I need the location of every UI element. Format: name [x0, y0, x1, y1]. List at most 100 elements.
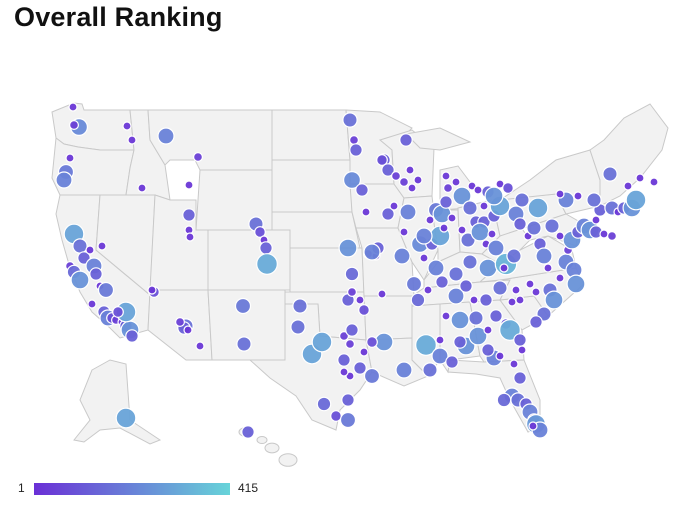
city-marker[interactable] [85, 245, 95, 255]
city-marker[interactable] [361, 207, 371, 217]
city-marker[interactable] [345, 339, 356, 350]
city-marker[interactable] [410, 292, 426, 308]
city-marker[interactable] [535, 247, 553, 265]
city-marker[interactable] [566, 274, 586, 294]
city-marker[interactable] [157, 127, 175, 145]
city-marker[interactable] [509, 359, 519, 369]
city-marker[interactable] [507, 297, 517, 307]
city-marker[interactable] [175, 317, 186, 328]
city-marker[interactable] [543, 263, 553, 273]
city-marker[interactable] [183, 325, 193, 335]
city-marker[interactable] [513, 371, 527, 385]
city-marker[interactable] [366, 336, 378, 348]
city-marker[interactable] [407, 183, 417, 193]
city-marker[interactable] [483, 325, 493, 335]
city-marker[interactable] [115, 407, 137, 429]
city-marker[interactable] [489, 309, 503, 323]
city-marker[interactable] [511, 285, 521, 295]
city-marker[interactable] [330, 410, 342, 422]
city-marker[interactable] [441, 311, 451, 321]
city-marker[interactable] [341, 393, 355, 407]
city-marker[interactable] [515, 295, 525, 305]
city-marker[interactable] [443, 183, 454, 194]
city-marker[interactable] [125, 329, 139, 343]
city-marker[interactable] [499, 263, 509, 273]
city-marker[interactable] [338, 238, 358, 258]
city-marker[interactable] [339, 367, 349, 377]
city-marker[interactable] [506, 248, 522, 264]
city-marker[interactable] [337, 353, 351, 367]
city-marker[interactable] [487, 229, 497, 239]
city-marker[interactable] [355, 183, 369, 197]
city-marker[interactable] [591, 215, 601, 225]
city-marker[interactable] [514, 192, 530, 208]
city-marker[interactable] [495, 351, 505, 361]
city-marker[interactable] [241, 425, 255, 439]
city-marker[interactable] [399, 203, 417, 221]
city-marker[interactable] [496, 392, 512, 408]
city-marker[interactable] [479, 293, 493, 307]
city-marker[interactable] [413, 175, 423, 185]
city-marker[interactable] [195, 341, 205, 351]
city-marker[interactable] [68, 119, 79, 130]
city-marker[interactable] [478, 258, 498, 278]
city-marker[interactable] [602, 166, 618, 182]
city-marker[interactable] [89, 267, 103, 281]
city-marker[interactable] [182, 208, 196, 222]
city-marker[interactable] [405, 165, 415, 175]
city-marker[interactable] [531, 287, 541, 297]
city-marker[interactable] [342, 112, 358, 128]
city-marker[interactable] [445, 355, 459, 369]
city-marker[interactable] [345, 323, 359, 337]
city-marker[interactable] [259, 241, 273, 255]
city-marker[interactable] [70, 270, 90, 290]
city-marker[interactable] [439, 223, 449, 233]
city-marker[interactable] [452, 186, 472, 206]
city-marker[interactable] [573, 191, 583, 201]
city-marker[interactable] [339, 331, 350, 342]
city-marker[interactable] [513, 217, 527, 231]
city-marker[interactable] [623, 181, 633, 191]
city-marker[interactable] [376, 154, 388, 166]
city-marker[interactable] [349, 143, 363, 157]
city-marker[interactable] [423, 285, 433, 295]
city-marker[interactable] [254, 226, 266, 238]
city-marker[interactable] [349, 135, 360, 146]
city-marker[interactable] [363, 243, 381, 261]
city-marker[interactable] [479, 201, 489, 211]
city-marker[interactable] [399, 227, 409, 237]
city-marker[interactable] [447, 287, 465, 305]
city-marker[interactable] [393, 247, 411, 265]
city-marker[interactable] [234, 297, 252, 315]
city-marker[interactable] [487, 239, 505, 257]
city-marker[interactable] [528, 421, 538, 431]
city-marker[interactable] [459, 279, 473, 293]
city-marker[interactable] [343, 171, 362, 190]
city-marker[interactable] [347, 287, 358, 298]
city-marker[interactable] [606, 231, 617, 242]
city-marker[interactable] [97, 241, 107, 251]
city-marker[interactable] [290, 319, 306, 335]
city-marker[interactable] [419, 253, 429, 263]
city-marker[interactable] [358, 304, 370, 316]
city-marker[interactable] [97, 281, 115, 299]
city-marker[interactable] [415, 334, 437, 356]
city-marker[interactable] [502, 182, 514, 194]
city-marker[interactable] [68, 102, 78, 112]
city-marker[interactable] [72, 238, 88, 254]
city-marker[interactable] [112, 306, 124, 318]
city-marker[interactable] [353, 361, 367, 375]
city-marker[interactable] [316, 396, 332, 412]
city-marker[interactable] [147, 285, 157, 295]
city-marker[interactable] [425, 215, 435, 225]
city-marker[interactable] [236, 336, 252, 352]
city-marker[interactable] [405, 275, 423, 293]
city-marker[interactable] [649, 177, 659, 187]
city-marker[interactable] [453, 335, 467, 349]
city-marker[interactable] [586, 192, 602, 208]
city-marker[interactable] [439, 195, 453, 209]
city-marker[interactable] [635, 173, 645, 183]
city-marker[interactable] [185, 232, 195, 242]
city-marker[interactable] [625, 189, 647, 211]
city-marker[interactable] [447, 213, 457, 223]
